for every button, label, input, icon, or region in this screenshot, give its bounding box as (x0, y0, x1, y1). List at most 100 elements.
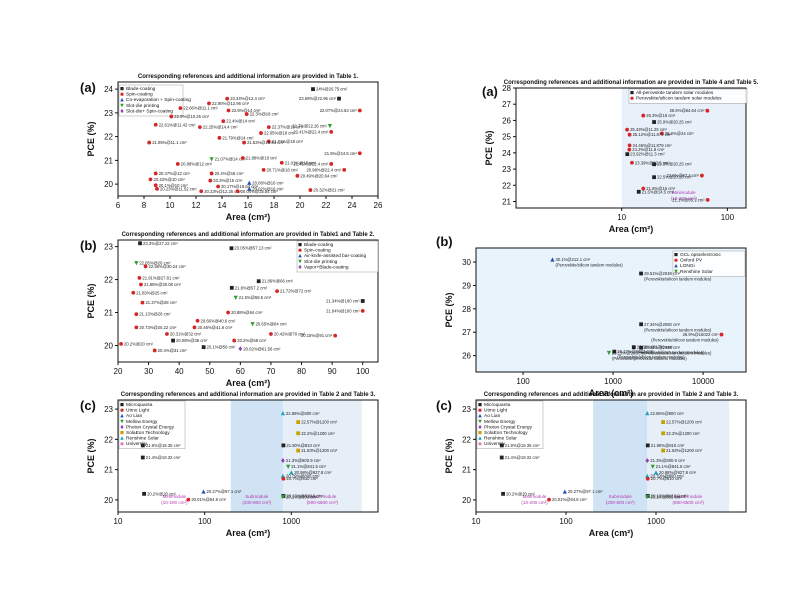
data-label: 21.8%@19.35 cm² (146, 443, 181, 448)
data-point (501, 491, 505, 496)
data-point (342, 167, 347, 172)
y-axis-label: PCE (%) (444, 438, 454, 473)
x-axis-label: Area (cm²) (589, 528, 634, 538)
panel-label: (c) (80, 398, 96, 413)
x-tick-label: 20 (114, 367, 123, 376)
data-label: 20.66%@40.6 cm² (201, 318, 236, 323)
data-label: 24.46%@11.879 cm² (633, 143, 673, 148)
data-label: 21.80%@810 cm² (286, 443, 320, 448)
legend-entry: Spin-coating (126, 92, 153, 98)
data-point (360, 299, 365, 303)
data-label: 20.1%@56 cm² (207, 345, 237, 350)
data-point (238, 346, 243, 352)
x-tick-label: 6 (116, 201, 121, 210)
y-tick-label: 28 (462, 305, 471, 314)
data-label: 20.46%@41.6 cm² (197, 325, 232, 330)
x-tick-label: 40 (175, 367, 184, 376)
data-label: 20.71%@18 cm² (267, 167, 299, 172)
data-label: 20.02%@61.56 cm² (243, 346, 281, 351)
legend-entry: Co-evaporation + Spin-coating (126, 97, 191, 103)
data-label: 21.5%@24.5 cm² (324, 151, 357, 156)
x-tick-label: 1000 (647, 517, 665, 526)
data-point (625, 127, 630, 132)
data-point (208, 178, 213, 183)
chart-title: Corresponding references and additional … (484, 392, 739, 398)
plot-frame (475, 399, 747, 513)
data-point (645, 494, 650, 500)
data-label: 25.43%@11.25 cm² (630, 127, 667, 132)
data-point (653, 470, 659, 475)
data-label: 21.80%@810 cm² (651, 443, 685, 448)
legend-entry: Air-knife-assisted bar-coating (304, 253, 366, 259)
data-point (296, 431, 301, 436)
data-point (661, 448, 666, 453)
data-label: 20.2%@20 cm² (124, 341, 154, 346)
x-tick-label: 80 (297, 367, 306, 376)
data-label: 20.98%@927.8 cm² (294, 470, 332, 475)
data-label: 20.73%@25.22 cm² (139, 325, 177, 330)
data-point (612, 349, 617, 354)
legend-entry: Photon Crystal Energy (126, 424, 175, 430)
region-label: Minimodule (672, 190, 696, 195)
data-point (171, 338, 175, 343)
data-label: 26.12%@900 cm² (612, 350, 646, 355)
chart-title: Corresponding references and additional … (504, 80, 759, 86)
data-label: 20.27%@97.1 cm² (207, 489, 242, 494)
legend-marker (120, 92, 124, 96)
y-tick-label: 21 (104, 466, 113, 475)
data-label: 20.79%@800 cm² (286, 473, 320, 478)
legend-entry: Photon Crystal Energy (484, 424, 533, 430)
data-note: (Perovskite/silicon tandem modules) (644, 277, 712, 282)
legend-marker (298, 248, 302, 252)
data-label: 20.7%@810 cm² (286, 476, 318, 481)
data-label: 20.98%@22.4 cm² (306, 167, 341, 172)
y-axis-label: PCE (%) (484, 130, 494, 165)
legend-marker (120, 408, 124, 412)
y-tick-label: 30 (462, 258, 471, 267)
data-point (281, 443, 286, 448)
data-label: 21.8%@19.35 cm² (505, 443, 540, 448)
x-tick-label: 1000 (604, 377, 622, 386)
data-label: 20.2%@20 cm² (506, 491, 536, 496)
data-point (201, 345, 206, 350)
region-range: (800-6500 cm²) (307, 500, 339, 505)
y-tick-label: 26 (462, 352, 471, 361)
data-label: 20.7%@810 cm² (651, 476, 683, 481)
legend-entry: Oxford PV (680, 258, 703, 264)
y-tick-label: 24 (104, 85, 113, 94)
x-tick-label: 22 (322, 201, 331, 210)
data-point (547, 497, 551, 502)
data-label: 21.53%@15.64 cm² (247, 140, 285, 145)
data-label: 30.1%@212.1 cm² (555, 257, 590, 262)
data-point (195, 318, 200, 323)
y-tick-label: 28 (502, 84, 511, 93)
data-label: 20.49%@20.64 cm² (300, 173, 338, 178)
region-range: (10-200 cm²) (161, 500, 188, 505)
legend-marker (674, 253, 678, 257)
data-label: 22.3%@18 cm² (250, 112, 280, 117)
data-point (652, 120, 656, 124)
panel-label: (c) (436, 398, 452, 413)
data-label: 20.2%@20 cm² (147, 491, 177, 496)
data-label: 22.2%@1200 cm² (666, 431, 700, 436)
x-tick-label: 10000 (692, 377, 715, 386)
legend-marker (674, 263, 678, 268)
legend-marker (120, 403, 124, 407)
y-tick-label: 25 (502, 133, 511, 142)
plot-frame (475, 247, 747, 373)
region-range: (10-200 cm²) (671, 196, 698, 201)
data-point (645, 476, 650, 481)
x-tick-label: 100 (721, 213, 735, 222)
y-tick-label: 21 (104, 156, 113, 165)
data-label: 22.86%@800 cm² (650, 411, 684, 416)
region-label: Submodule (609, 494, 633, 499)
data-label: 21.13%@26 cm² (139, 312, 171, 317)
data-point (329, 129, 334, 134)
data-label: 21.04%@100 cm² (326, 308, 360, 313)
legend-marker (478, 413, 482, 418)
data-point (357, 108, 362, 113)
data-point (153, 171, 158, 176)
data-point (138, 241, 142, 246)
y-tick-label: 24 (502, 149, 511, 158)
